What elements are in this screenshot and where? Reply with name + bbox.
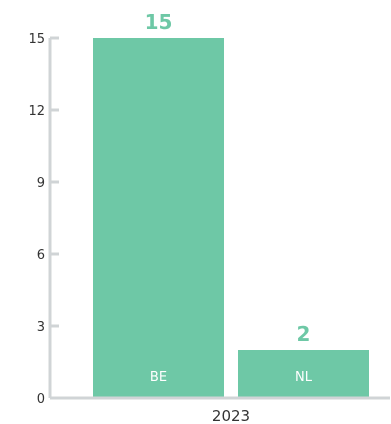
bar-nl [238, 350, 369, 398]
y-tick-label-3: 3 [37, 320, 45, 335]
y-tick-label-9: 9 [37, 176, 45, 191]
y-tick-label-6: 6 [37, 248, 45, 263]
y-axis: 0 3 6 9 12 15 [28, 32, 59, 407]
bars: BE 15 NL 2 [93, 10, 369, 398]
y-tick-label-12: 12 [28, 104, 45, 119]
bar-value-label-nl: 2 [297, 322, 311, 346]
bar-be [93, 38, 224, 398]
bar-value-label-be: 15 [145, 10, 173, 34]
bar-category-label-be: BE [150, 370, 167, 385]
x-axis: 2023 [50, 396, 390, 424]
x-group-label: 2023 [212, 407, 250, 424]
bar-category-label-nl: NL [295, 370, 313, 385]
y-tick-label-0: 0 [37, 392, 45, 407]
y-tick-label-15: 15 [28, 32, 45, 47]
